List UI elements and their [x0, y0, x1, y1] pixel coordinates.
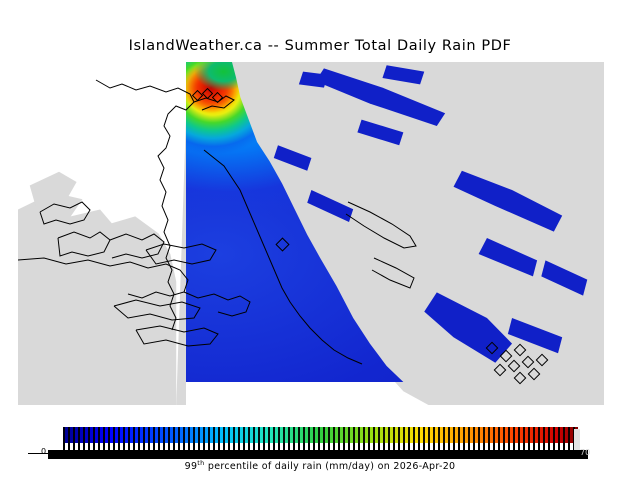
colorbar-axis-bar: [48, 450, 588, 459]
caption-description: percentile of daily rain (mm/day) on 202…: [204, 461, 456, 473]
inlet-water-3: [298, 71, 329, 88]
colorbar-end-cap: [574, 429, 580, 451]
southern-land-mass: [395, 382, 604, 405]
caption-ordinal-suffix: th: [197, 459, 205, 467]
page-title: IslandWeather.ca -- Summer Total Daily R…: [128, 38, 512, 54]
rainfall-map[interactable]: [18, 62, 604, 405]
inlet-water-2: [382, 65, 425, 85]
rain-data-raster: [186, 62, 604, 382]
colorbar-tick-teeth: [63, 443, 578, 451]
caption-percentile-number: 99: [184, 461, 198, 473]
colorbar-min-label: 0: [41, 447, 47, 456]
colorbar-axis-leader: [28, 453, 50, 454]
colorbar-caption: 99th percentile of daily rain (mm/day) o…: [0, 459, 640, 472]
colorbar-max-label: 70: [580, 448, 591, 457]
